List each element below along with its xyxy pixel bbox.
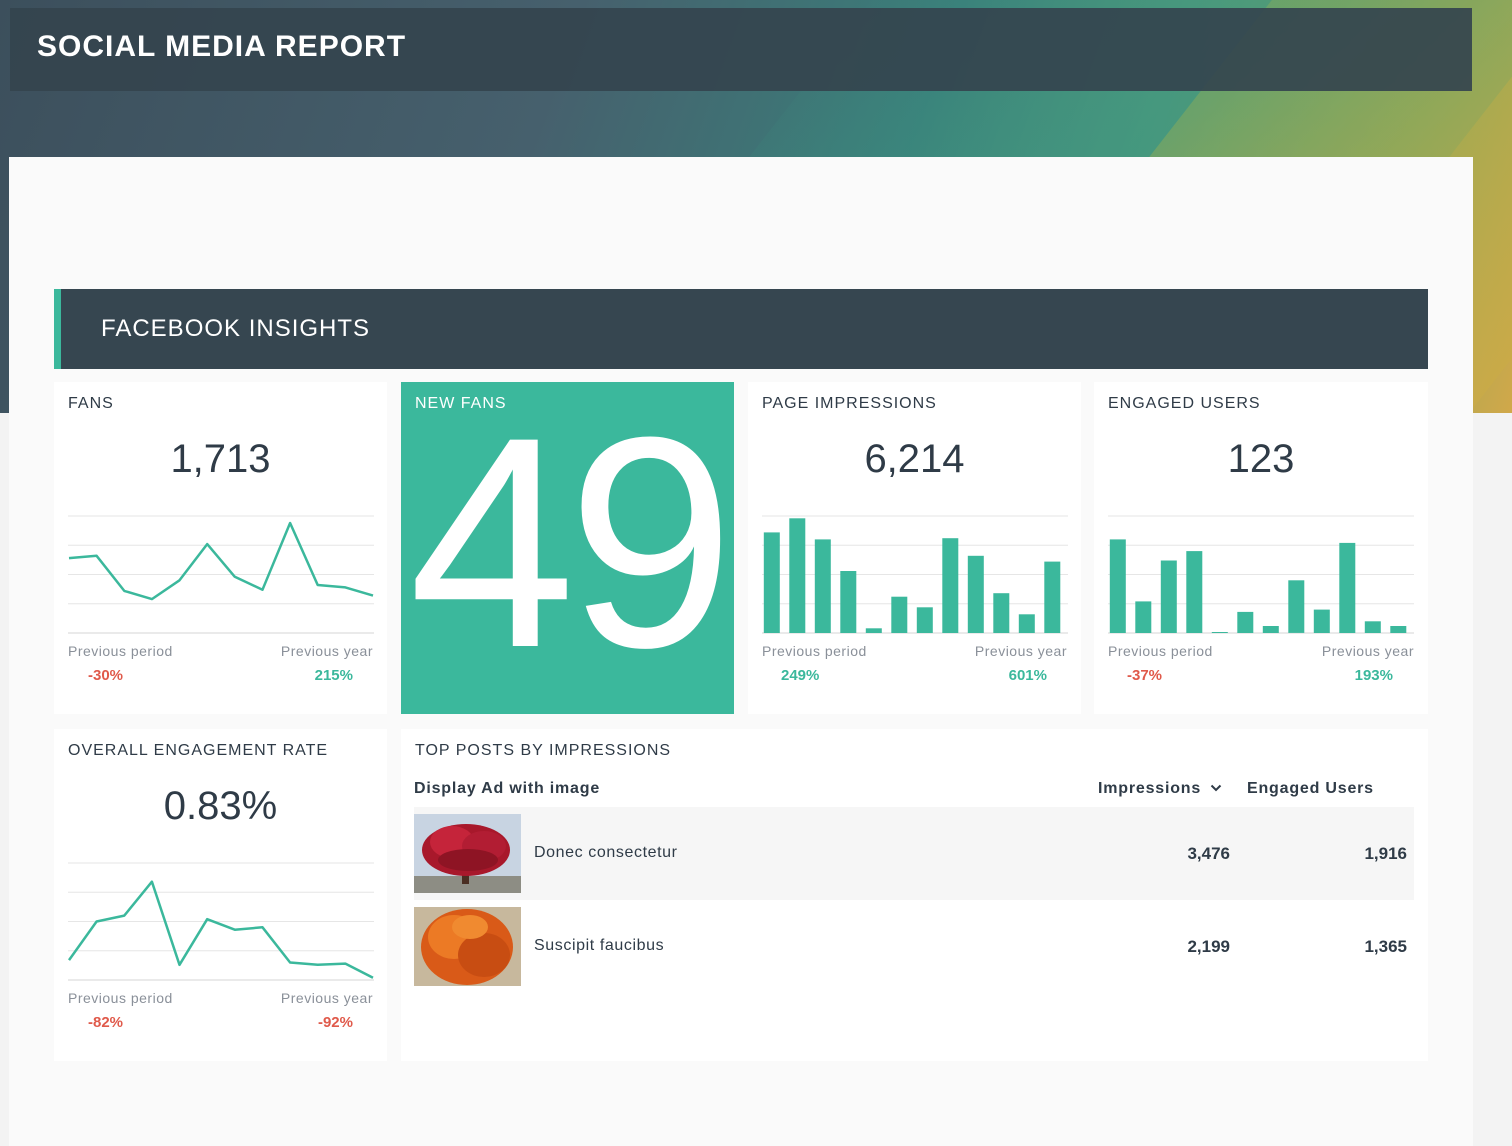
- bar: [1044, 561, 1061, 633]
- bar: [814, 539, 831, 633]
- widget-value: 0.83%: [163, 784, 278, 828]
- bar: [916, 607, 933, 633]
- widget-label: TOP POSTS BY IMPRESSIONS: [415, 742, 672, 759]
- report-title-bar: SOCIAL MEDIA REPORT: [10, 8, 1472, 91]
- widget-value: 6,214: [864, 437, 965, 481]
- table-row[interactable]: Suscipit faucibus 2,199 1,365: [414, 900, 1414, 993]
- bar: [840, 571, 857, 633]
- prev-year-value: 601%: [1008, 667, 1047, 684]
- widget-label: NEW FANS: [415, 395, 507, 412]
- bar: [1313, 609, 1330, 633]
- column-header-impressions-label: Impressions: [1098, 780, 1202, 797]
- post-name[interactable]: Donec consectetur: [534, 844, 678, 861]
- prev-period-label: Previous period: [1108, 643, 1213, 659]
- chevron-down-icon: [1211, 784, 1222, 792]
- bar: [1186, 551, 1203, 633]
- post-impressions: 2,199: [1187, 937, 1230, 956]
- orange-tree-thumbnail: [414, 907, 521, 986]
- bar: [891, 596, 908, 633]
- column-header-impressions[interactable]: Impressions: [1098, 780, 1222, 798]
- table-row[interactable]: Donec consectetur 3,476 1,916: [414, 807, 1414, 900]
- engagement-rate-widget[interactable]: OVERALL ENGAGEMENT RATE 0.83% Previous p…: [54, 729, 387, 1061]
- bar: [1018, 614, 1035, 633]
- bar: [1109, 539, 1126, 633]
- post-name[interactable]: Suscipit faucibus: [534, 937, 665, 954]
- widget-label: PAGE IMPRESSIONS: [762, 395, 937, 412]
- bar: [967, 555, 984, 633]
- widget-label: ENGAGED USERS: [1108, 395, 1261, 412]
- prev-period-value: -82%: [88, 1014, 124, 1031]
- prev-period-label: Previous period: [68, 643, 173, 659]
- widget-value: 49: [408, 374, 735, 710]
- prev-year-label: Previous year: [280, 990, 373, 1006]
- bar: [1135, 601, 1152, 633]
- section-header: FACEBOOK INSIGHTS: [54, 289, 1428, 369]
- bar: [1237, 611, 1254, 633]
- post-engaged-users: 1,916: [1364, 844, 1407, 863]
- prev-period-label: Previous period: [68, 990, 173, 1006]
- widget-value: 123: [1227, 437, 1295, 481]
- new-fans-widget[interactable]: NEW FANS 49: [401, 382, 734, 714]
- series-line: [68, 880, 374, 979]
- widget-label: FANS: [68, 395, 114, 412]
- bar: [763, 532, 780, 633]
- engagement-rate-sparkline: [68, 862, 374, 981]
- bar: [1364, 621, 1381, 633]
- red-tree-thumbnail: [414, 814, 521, 893]
- bar: [789, 518, 806, 633]
- bar: [1288, 580, 1305, 633]
- bar: [865, 628, 882, 633]
- prev-year-value: 193%: [1354, 667, 1393, 684]
- widget-label: OVERALL ENGAGEMENT RATE: [68, 742, 329, 759]
- widget-value: 1,713: [170, 437, 271, 481]
- engaged-users-bar-chart: [1108, 515, 1414, 634]
- report-title: SOCIAL MEDIA REPORT: [37, 30, 407, 63]
- prev-period-label: Previous period: [762, 643, 867, 659]
- prev-period-value: 249%: [781, 667, 820, 684]
- bar: [1211, 632, 1228, 633]
- top-posts-widget: TOP POSTS BY IMPRESSIONS Display Ad with…: [401, 729, 1428, 1061]
- column-header-engaged-users[interactable]: Engaged Users: [1247, 780, 1374, 797]
- bar: [1339, 542, 1356, 633]
- prev-year-label: Previous year: [974, 643, 1067, 659]
- bar: [1262, 626, 1279, 633]
- section-title: FACEBOOK INSIGHTS: [101, 315, 371, 342]
- column-header-post: Display Ad with image: [414, 780, 601, 797]
- prev-period-value: -37%: [1127, 667, 1163, 684]
- bar: [1160, 560, 1177, 633]
- series-line: [68, 521, 374, 601]
- page-impressions-bar-chart: [762, 515, 1068, 634]
- post-engaged-users: 1,365: [1364, 937, 1407, 956]
- bar: [942, 538, 959, 633]
- fans-sparkline: [68, 515, 374, 634]
- prev-period-value: -30%: [88, 667, 124, 684]
- post-impressions: 3,476: [1187, 844, 1230, 863]
- bar: [1390, 626, 1407, 633]
- engaged-users-widget[interactable]: ENGAGED USERS 123 Previous period Previo…: [1094, 382, 1428, 714]
- prev-year-label: Previous year: [1321, 643, 1414, 659]
- prev-year-value: 215%: [314, 667, 353, 684]
- page-impressions-widget[interactable]: PAGE IMPRESSIONS 6,214 Previous period P…: [748, 382, 1081, 714]
- fans-widget[interactable]: FANS 1,713 Previous period Previous year…: [54, 382, 387, 714]
- prev-year-label: Previous year: [280, 643, 373, 659]
- prev-year-value: -92%: [317, 1014, 353, 1031]
- bar: [993, 593, 1010, 633]
